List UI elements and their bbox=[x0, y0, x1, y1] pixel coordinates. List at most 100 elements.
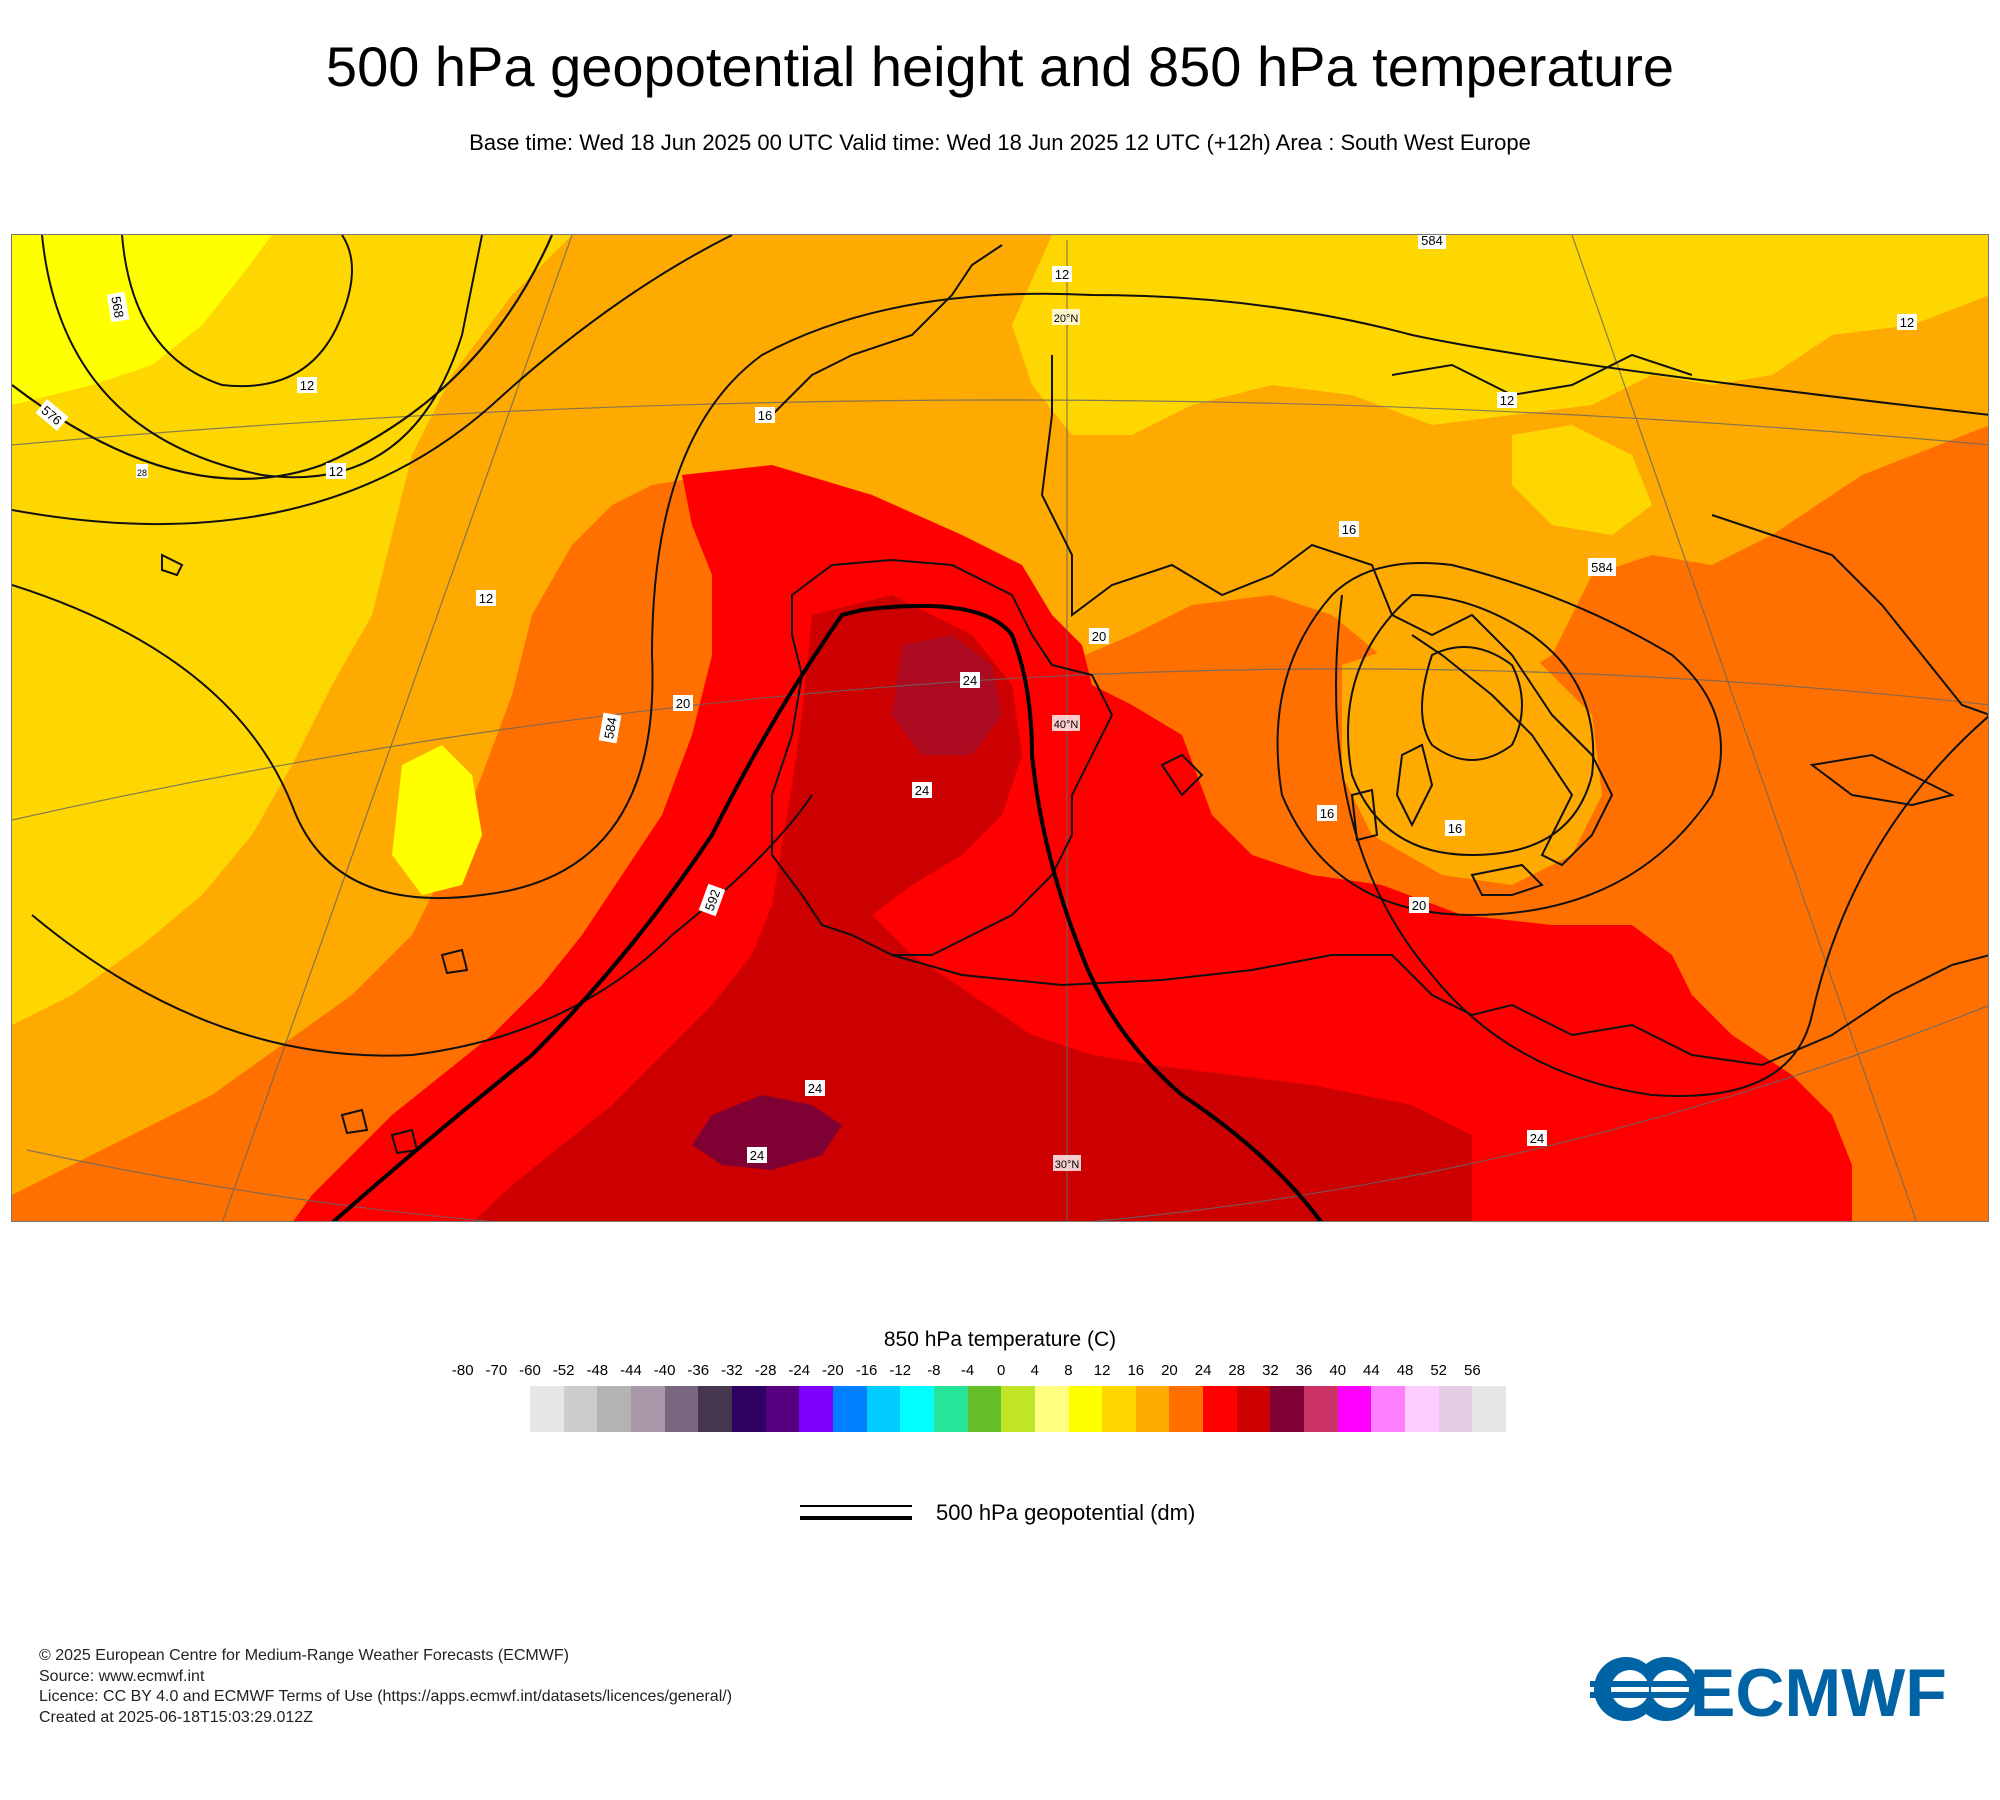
legend-swatch bbox=[900, 1386, 934, 1432]
legend-tick: -24 bbox=[788, 1362, 811, 1379]
geopotential-line-swatch bbox=[800, 1505, 912, 1520]
label-t12b: 12 bbox=[329, 464, 343, 479]
legend-swatch bbox=[1405, 1386, 1439, 1432]
ecmwf-logo-text: ECMWF bbox=[1690, 1655, 1947, 1724]
legend-tick: 12 bbox=[1093, 1362, 1111, 1379]
legend-tick: -52 bbox=[552, 1362, 575, 1379]
legend-tick: -20 bbox=[822, 1362, 844, 1379]
label-568: 568 bbox=[108, 295, 127, 319]
label-t20b: 20 bbox=[1092, 629, 1106, 644]
legend-swatch bbox=[1337, 1386, 1372, 1432]
legend-tick: 28 bbox=[1228, 1362, 1246, 1379]
line-legend-label: 500 hPa geopotential (dm) bbox=[936, 1500, 1196, 1525]
graticule bbox=[12, 235, 1988, 1221]
field-t8-12 bbox=[12, 235, 272, 405]
ecmwf-logo-icon: ECMWF bbox=[1590, 1655, 1947, 1731]
legend-swatch bbox=[1203, 1386, 1237, 1432]
field-t32-36 bbox=[692, 1095, 842, 1170]
legend-swatch bbox=[731, 1386, 766, 1432]
geopotential-contours bbox=[12, 235, 1988, 1097]
legend-tick: 40 bbox=[1329, 1362, 1347, 1379]
legend-tick: -60 bbox=[519, 1362, 541, 1379]
label-t24e: 24 bbox=[750, 1148, 764, 1163]
legend-swatch bbox=[1169, 1386, 1204, 1432]
legend-tick: -12 bbox=[889, 1362, 912, 1379]
legend-swatch bbox=[1236, 1386, 1271, 1432]
legend-swatch bbox=[799, 1386, 833, 1432]
label-t24c: 24 bbox=[808, 1081, 822, 1096]
label-grid-40n: 40°N bbox=[1054, 719, 1079, 731]
line-legend: 500 hPa geopotential (dm) bbox=[800, 1500, 1300, 1530]
label-584-italy: 584 bbox=[1591, 560, 1613, 575]
legend-swatch bbox=[630, 1386, 665, 1432]
legend-tick: 20 bbox=[1161, 1362, 1178, 1379]
legend-swatch bbox=[530, 1386, 564, 1432]
legend-swatch bbox=[1102, 1386, 1136, 1432]
field-t16-20 bbox=[12, 235, 1988, 1195]
legend-tick: -16 bbox=[855, 1362, 878, 1379]
legend-tick: 0 bbox=[997, 1362, 1006, 1379]
contour-labels: 568 576 584 584 584 592 12 12 12 12 12 1… bbox=[35, 235, 1917, 1171]
footer-created: Created at 2025-06-18T15:03:29.012Z bbox=[39, 1708, 313, 1726]
label-584-north: 584 bbox=[1421, 235, 1443, 248]
legend-tick: 36 bbox=[1295, 1362, 1313, 1379]
legend-tick: -44 bbox=[620, 1362, 642, 1379]
legend-swatch bbox=[765, 1386, 800, 1432]
legend-tick: -40 bbox=[653, 1362, 676, 1379]
field-t12-16-north bbox=[1012, 235, 1988, 435]
legend-tick: -28 bbox=[754, 1362, 777, 1379]
legend-swatch bbox=[1304, 1386, 1338, 1432]
label-t16a: 16 bbox=[758, 408, 772, 423]
legend-tick: -4 bbox=[960, 1362, 975, 1379]
label-t24a: 24 bbox=[963, 673, 977, 688]
label-t16c: 16 bbox=[1320, 806, 1334, 821]
label-t16d: 16 bbox=[1448, 821, 1462, 836]
legend-swatch bbox=[597, 1386, 631, 1432]
legend-tick: -48 bbox=[586, 1362, 609, 1379]
label-592: 592 bbox=[702, 887, 724, 913]
legend-tick: -32 bbox=[721, 1362, 743, 1379]
legend-tick: 24 bbox=[1194, 1362, 1212, 1379]
legend-tick: 4 bbox=[1030, 1362, 1039, 1379]
footer-copyright: © 2025 European Centre for Medium-Range … bbox=[39, 1647, 569, 1664]
legend-tick: 16 bbox=[1127, 1362, 1145, 1379]
ecmwf-logo: ECMWF bbox=[1590, 1654, 1960, 1731]
legend-tick: 32 bbox=[1262, 1362, 1279, 1379]
legend-tick: -8 bbox=[927, 1362, 941, 1379]
legend-tick: 44 bbox=[1363, 1362, 1380, 1379]
map-subtitle: Base time: Wed 18 Jun 2025 00 UTC Valid … bbox=[469, 130, 1531, 155]
legend-swatch bbox=[1001, 1386, 1035, 1432]
legend-tick: 48 bbox=[1396, 1362, 1414, 1379]
legend-tick: -70 bbox=[485, 1362, 508, 1379]
legend-swatch bbox=[1135, 1386, 1170, 1432]
legend-swatch bbox=[563, 1386, 598, 1432]
map-title: 500 hPa geopotential height and 850 hPa … bbox=[325, 35, 1675, 98]
geopotential-588 bbox=[331, 603, 1323, 1221]
footer-source: Source: www.ecmwf.int bbox=[39, 1667, 205, 1685]
legend-swatch bbox=[698, 1386, 732, 1432]
field-t8-12-atlantic bbox=[392, 745, 482, 895]
label-t28: 28 bbox=[137, 468, 147, 478]
weather-map: 568 576 584 584 584 592 12 12 12 12 12 1… bbox=[11, 234, 1989, 1222]
legend-swatch bbox=[933, 1386, 968, 1432]
legend-swatch bbox=[664, 1386, 699, 1432]
legend-swatch bbox=[1371, 1386, 1406, 1432]
label-t12e: 12 bbox=[1500, 393, 1514, 408]
legend-tick: -36 bbox=[687, 1362, 710, 1379]
footer-licence: Licence: CC BY 4.0 and ECMWF Terms of Us… bbox=[39, 1688, 733, 1705]
field-t12-16-balkans bbox=[1512, 425, 1652, 535]
field-t28-32 bbox=[474, 595, 1472, 1221]
coastlines bbox=[161, 244, 1988, 1155]
label-grid-30n: 30°N bbox=[1055, 1159, 1080, 1171]
legend-tick: -80 bbox=[451, 1362, 474, 1379]
label-t24d: 24 bbox=[1530, 1131, 1544, 1146]
legend-swatch bbox=[967, 1386, 1002, 1432]
label-t24b: 24 bbox=[915, 783, 929, 798]
legend-title: 850 hPa temperature (C) bbox=[883, 1328, 1117, 1351]
label-t20c: 20 bbox=[1412, 898, 1426, 913]
legend-swatch bbox=[1068, 1386, 1103, 1432]
field-t32-36-spain bbox=[892, 635, 1002, 755]
legend-swatch bbox=[1270, 1386, 1305, 1432]
legend-colorbar bbox=[530, 1386, 1507, 1432]
legend-swatch bbox=[832, 1386, 867, 1432]
